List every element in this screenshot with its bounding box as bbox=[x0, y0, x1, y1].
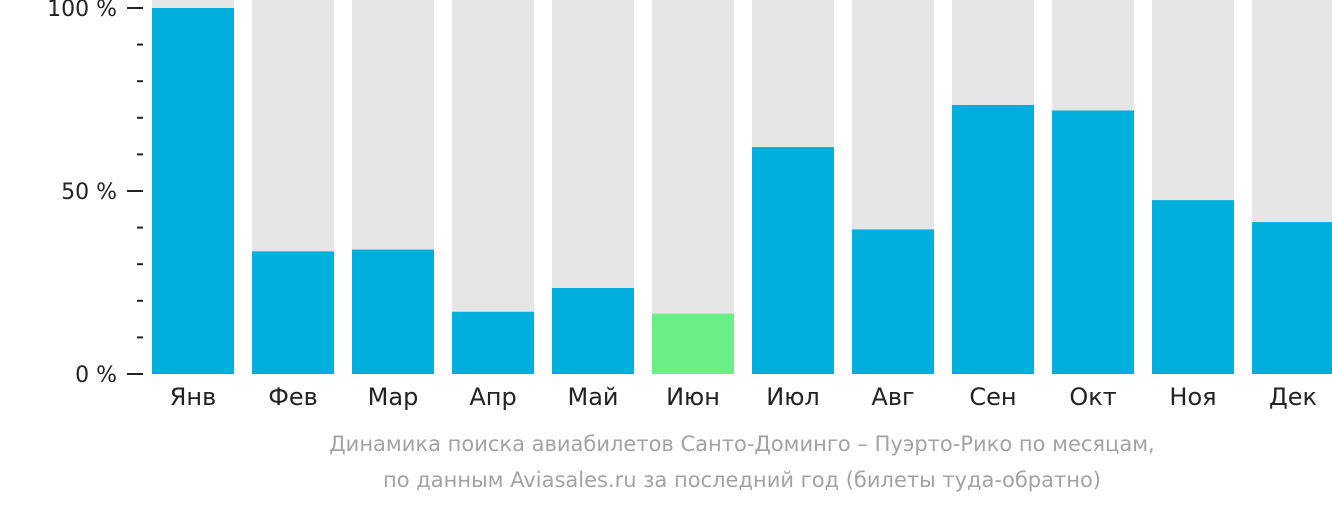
x-axis-labels: Янв Фев Мар Апр Май Июн Июл Авг Сен Окт Ноя Дек bbox=[170, 383, 1317, 411]
y-tick-label: 100 % bbox=[47, 0, 117, 22]
x-tick-label: Фев bbox=[268, 383, 318, 411]
x-tick-label: Окт bbox=[1069, 383, 1116, 411]
bar bbox=[252, 251, 334, 374]
y-tick-label: 0 % bbox=[75, 363, 117, 388]
bar bbox=[1052, 110, 1134, 374]
bar bbox=[952, 104, 1034, 375]
x-tick-label: Июл bbox=[766, 383, 820, 411]
x-tick-label: Янв bbox=[170, 383, 217, 411]
x-tick-label: Мар bbox=[368, 383, 419, 411]
bar-track bbox=[652, 0, 734, 374]
bar bbox=[1152, 200, 1234, 374]
bar bbox=[352, 249, 434, 374]
y-tick-label: 50 % bbox=[61, 180, 117, 205]
bar bbox=[452, 311, 534, 374]
x-tick-label: Дек bbox=[1269, 383, 1317, 411]
bar bbox=[852, 229, 934, 374]
x-tick-label: Авг bbox=[871, 383, 914, 411]
chart-caption-line-1: Динамика поиска авиабилетов Санто-Доминг… bbox=[329, 432, 1155, 456]
x-tick-label: Июн bbox=[666, 383, 720, 411]
bar bbox=[752, 147, 834, 374]
chart-caption-line-2: по данным Aviasales.ru за последний год … bbox=[383, 468, 1101, 492]
x-tick-label: Сен bbox=[969, 383, 1016, 411]
bar bbox=[552, 287, 634, 374]
x-tick-label: Май bbox=[567, 383, 618, 411]
x-tick-label: Апр bbox=[469, 383, 516, 411]
bar-highlighted bbox=[652, 313, 734, 374]
bar bbox=[152, 8, 234, 374]
bar bbox=[1252, 222, 1332, 374]
x-tick-label: Ноя bbox=[1169, 383, 1216, 411]
y-axis: 0 % 50 % 100 % bbox=[47, 0, 143, 388]
bars bbox=[152, 8, 1332, 375]
bar-track bbox=[452, 0, 534, 374]
